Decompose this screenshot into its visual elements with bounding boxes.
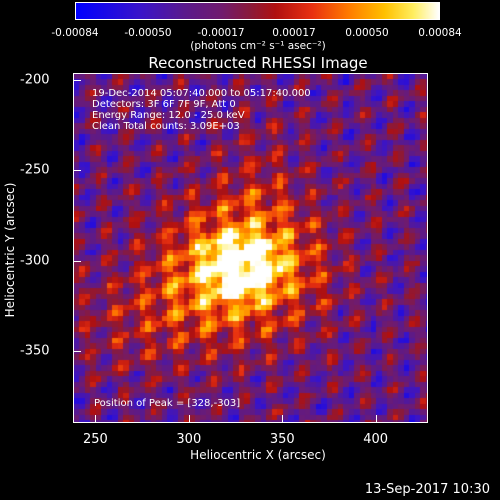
colorbar-tick-label: 0.00050: [345, 27, 389, 39]
y-tick-label: -300: [20, 253, 50, 269]
y-tick-mark: [74, 80, 81, 82]
colorbar-tick-label: -0.00050: [124, 27, 172, 39]
plot-area: 19-Dec-2014 05:07:40.000 to 05:17:40.000…: [73, 73, 428, 423]
x-tick-label: 250: [82, 432, 108, 447]
y-tick-label: -350: [20, 343, 50, 359]
x-tick-mark: [375, 415, 377, 422]
colorbar-tick-label: -0.00084: [51, 27, 99, 39]
colorbar-unit: (photons cm⁻² s⁻¹ asec⁻²): [190, 40, 326, 52]
x-axis-label: Heliocentric X (arcsec): [190, 448, 326, 462]
datestamp: 13-Sep-2017 10:30: [364, 482, 490, 497]
annotation-clean-counts: Clean Total counts: 3.09E+03: [92, 121, 240, 132]
colorbar-tick-label: 0.00084: [418, 27, 462, 39]
y-axis-label: Heliocentric Y (arcsec): [3, 182, 17, 318]
x-tick-label: 350: [269, 432, 295, 447]
heatmap-image: [74, 74, 427, 422]
x-tick-label: 300: [176, 432, 202, 447]
y-tick-mark: [74, 170, 81, 172]
annotation-peak-position: Position of Peak = [328,-303]: [94, 398, 241, 409]
colorbar-tick-label: 0.00017: [272, 27, 316, 39]
y-tick-label: -250: [20, 162, 50, 178]
x-tick-mark: [95, 415, 97, 422]
annotation-detectors: Detectors: 3F 6F 7F 9F, Att 0: [92, 99, 236, 110]
colorbar-tick-label: -0.00017: [197, 27, 245, 39]
colorbar: [75, 2, 440, 20]
chart-title: Reconstructed RHESSI Image: [148, 54, 368, 72]
y-tick-mark: [74, 350, 81, 352]
x-tick-mark: [282, 415, 284, 422]
annotation-time-range: 19-Dec-2014 05:07:40.000 to 05:17:40.000: [92, 88, 311, 99]
annotation-energy-range: Energy Range: 12.0 - 25.0 keV: [92, 110, 245, 121]
x-tick-mark: [188, 415, 190, 422]
y-tick-label: -200: [20, 72, 50, 88]
x-tick-label: 400: [363, 432, 389, 447]
y-tick-mark: [74, 260, 81, 262]
